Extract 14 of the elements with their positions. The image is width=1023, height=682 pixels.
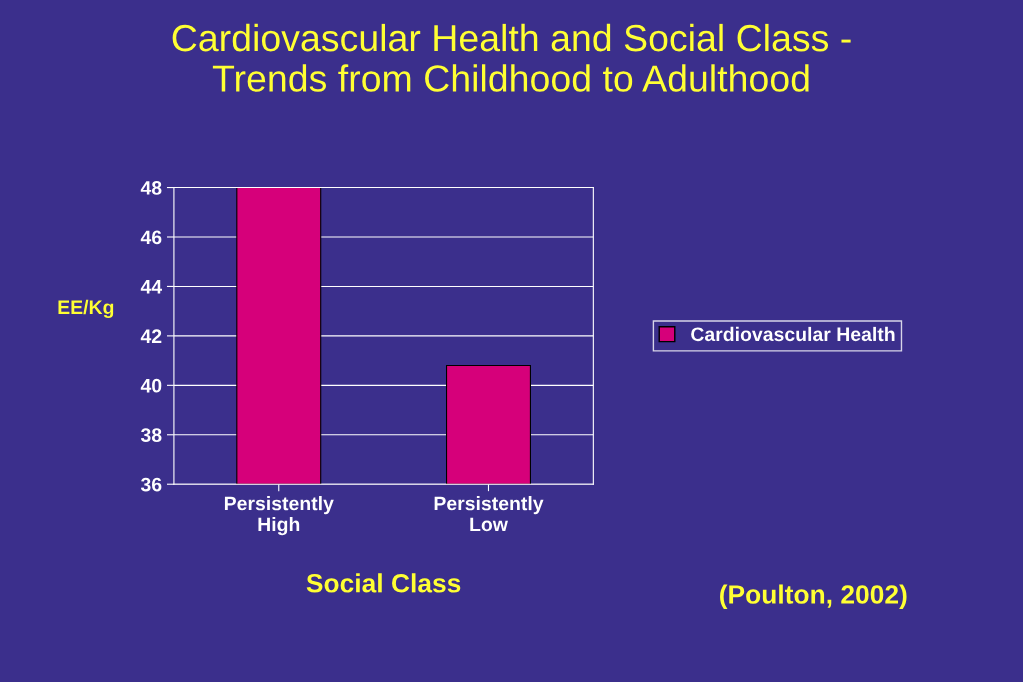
chart-title: Cardiovascular Health and Social Class - Trends from Childhood to Adulthood — [172, 23, 851, 92]
legend-label: Cardiovascular Health — [691, 326, 895, 342]
y-tick-label: 48 — [140, 181, 162, 195]
text: (Poulton, 2002) — [720, 584, 907, 610]
y-tick-label: 44 — [140, 280, 162, 294]
x-tick-label: Persistently High — [224, 496, 334, 536]
y-tick-label: 40 — [140, 378, 162, 393]
y-tick-label: 36 — [140, 477, 162, 492]
y-tick-label: 42 — [140, 329, 162, 343]
y-tick-label: 38 — [140, 428, 162, 443]
x-tick-label: Persistently Low — [434, 496, 544, 532]
y-axis-title: EE/Kg — [58, 299, 114, 319]
x-axis-title: Social Class — [306, 573, 461, 593]
y-tick-label: 46 — [140, 230, 162, 245]
